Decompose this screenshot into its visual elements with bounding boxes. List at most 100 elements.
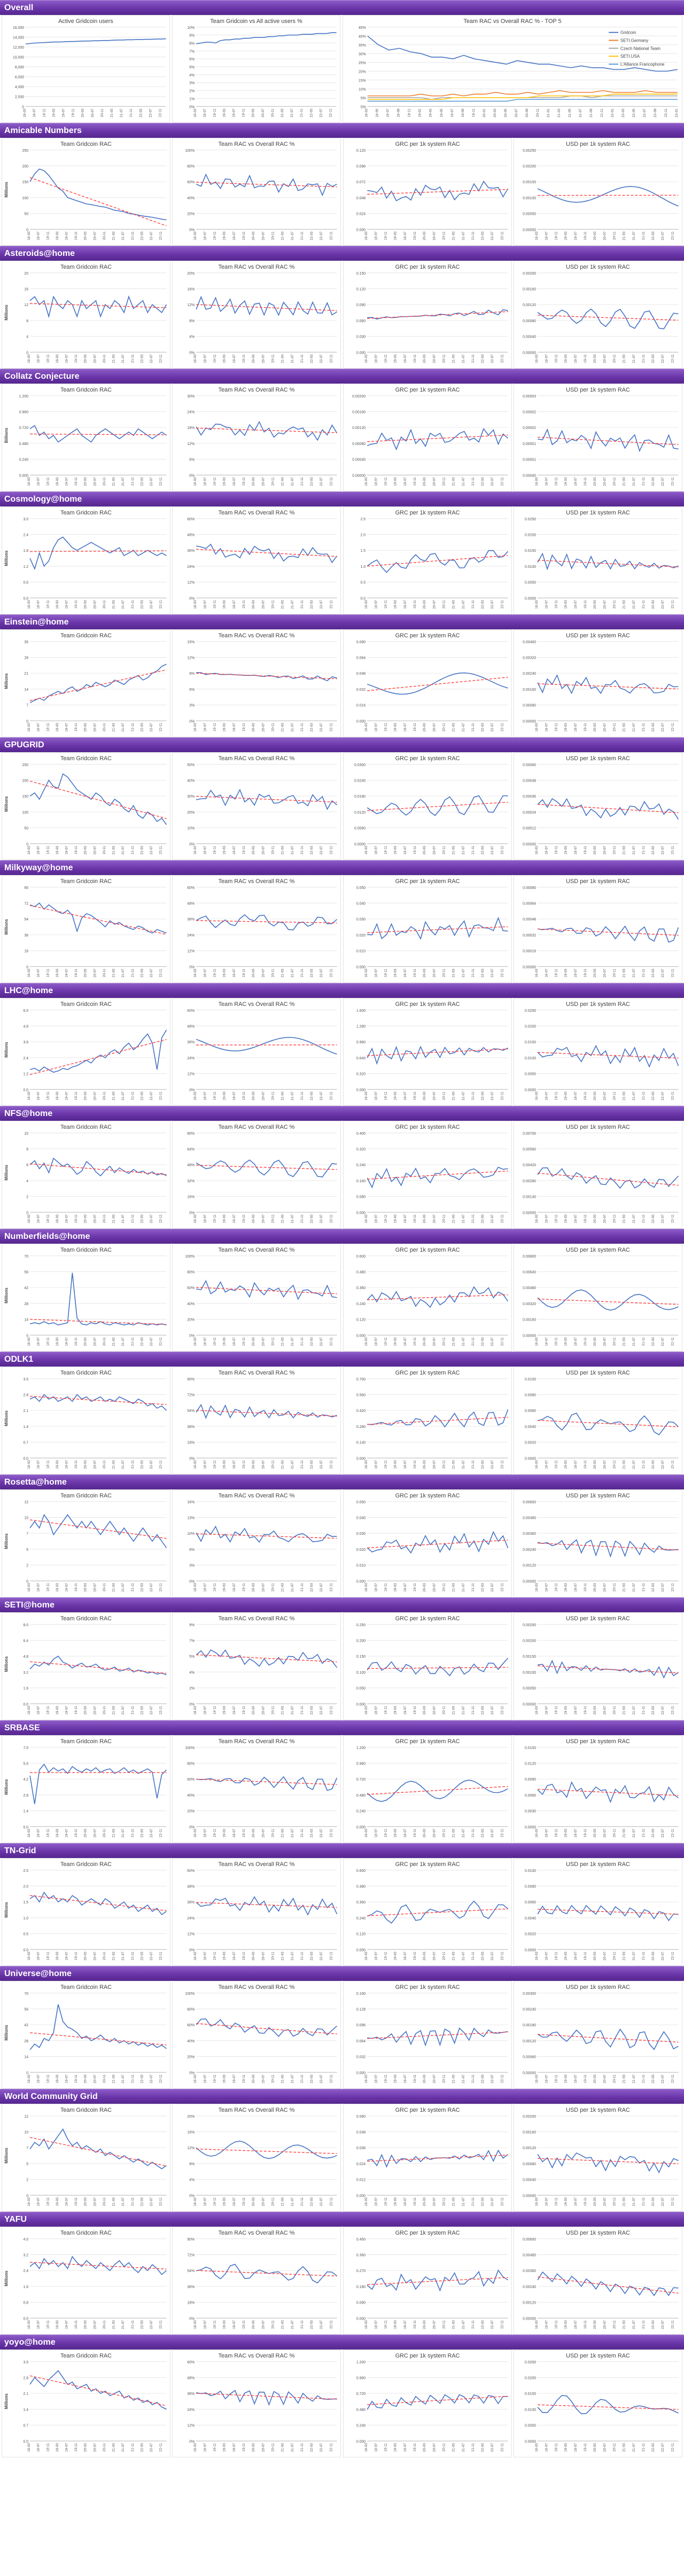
x-tick-label: 19-11	[413, 2074, 417, 2083]
y-tick-label: 56	[24, 2008, 28, 2011]
x-tick-label: 18-11	[213, 1829, 217, 1837]
y-tick-label: 12%	[188, 1933, 195, 1937]
x-tick-label: 18-03	[193, 1951, 197, 1961]
y-tick-label: 3.2	[23, 2253, 28, 2257]
x-tick-label: 19-07	[232, 477, 236, 486]
x-tick-label: 18-07	[545, 969, 548, 978]
x-tick-label: 21-03	[452, 1460, 455, 1469]
x-tick-label: 20-09	[525, 108, 529, 118]
x-tick-label: 21-03	[281, 1583, 285, 1592]
x-tick-label: 22-07	[320, 846, 324, 855]
x-tick-label: 18-07	[545, 1214, 548, 1223]
y-tick-label: 48%	[188, 2376, 195, 2380]
x-tick-label: 19-07	[232, 846, 236, 855]
x-tick-label: 21-07	[291, 231, 294, 240]
x-tick-label: 18-07	[545, 1829, 548, 1838]
y-tick-label: 1.2	[23, 1073, 28, 1076]
x-tick-label: 18-11	[384, 1583, 387, 1591]
x-tick-label: 20-11	[103, 1829, 106, 1837]
chart-row: Team Gridcoin RAC Millions 0 2 5 7 10 12 18-03 18…	[0, 2104, 684, 2212]
y-tick-label: 0.00400	[523, 641, 536, 644]
chart-title: USD per 1k system RAC	[566, 1984, 630, 1990]
x-tick-label: 20-03	[252, 2320, 255, 2329]
x-tick-label: 21-07	[291, 1091, 294, 1100]
x-tick-label: 20-07	[603, 1091, 607, 1100]
x-tick-label: 18-11	[384, 1951, 387, 1960]
y-tick-label: 48%	[188, 1164, 195, 1167]
x-tick-label: 18-03	[193, 600, 197, 609]
y-tick-label: 0.0030	[525, 1810, 536, 1814]
chart-rac-pct: Team RAC vs Overall RAC %0%12%24%36%48%6…	[172, 875, 341, 983]
chart-rac-pct: Team RAC vs Overall RAC %0%12%24%36%48%6…	[172, 998, 341, 1106]
y-tick-label: 0.00000	[523, 228, 536, 232]
section-project: Rosetta@home Team Gridcoin RAC Millions 0 2 5…	[0, 1474, 684, 1597]
x-tick-label: 19-03	[56, 2074, 59, 2083]
x-tick-label: 20-07	[93, 1091, 97, 1100]
chart-rac-pct: Team RAC vs Overall RAC %0%20%40%60%80%1…	[172, 1735, 341, 1843]
y-tick-label: 0.050	[356, 1687, 365, 1691]
x-tick-label: 19-07	[65, 723, 69, 732]
x-tick-label: 21-11	[131, 846, 135, 854]
series-line	[367, 2027, 508, 2047]
y-tick-label: 2	[26, 1564, 28, 1568]
series-line	[196, 2263, 338, 2284]
trend-line	[196, 427, 337, 433]
x-tick-label: 22-03	[481, 1337, 485, 1346]
y-tick-label: 0.00240	[523, 2285, 536, 2289]
x-tick-label: 22-11	[330, 1829, 333, 1837]
x-tick-label: 19-07	[574, 1829, 578, 1838]
trend-line	[196, 2393, 337, 2400]
y-tick-label: 0.0040	[525, 1425, 536, 1429]
x-tick-label: 19-03	[56, 969, 59, 978]
x-tick-label: 20-03	[84, 1214, 88, 1223]
y-tick-label: 20%	[188, 272, 195, 276]
x-tick-label: 22-03	[140, 1829, 144, 1838]
x-tick-label: 22-07	[661, 2443, 665, 2452]
y-tick-label: 0.140	[356, 1441, 365, 1445]
x-tick-label: 22-03	[481, 231, 485, 240]
x-tick-label: 22-11	[330, 723, 333, 731]
x-tick-label: 22-03	[481, 969, 485, 978]
x-tick-label: 19-11	[74, 723, 78, 731]
x-tick-label: 19-11	[413, 1583, 417, 1591]
x-tick-label: 22-07	[320, 600, 324, 609]
x-tick-label: 22-05	[632, 108, 636, 118]
x-tick-label: 20-11	[271, 231, 275, 240]
y-tick-label: 0.090	[356, 303, 365, 307]
x-tick-label: 20-11	[103, 1091, 106, 1100]
x-tick-label: 20-03	[593, 1214, 597, 1223]
x-tick-label: 21-07	[121, 723, 125, 732]
y-tick-label: 0.048	[356, 197, 365, 200]
x-tick-label: 21-07	[632, 1214, 636, 1223]
y-tick-label: 0.480	[356, 1270, 365, 1274]
x-tick-label: 18-07	[204, 1829, 207, 1838]
y-tick-label: 0.160	[356, 1992, 365, 1996]
x-tick-label: 18-07	[386, 108, 390, 118]
x-tick-label: 18-07	[37, 1337, 41, 1346]
x-tick-label: 19-07	[403, 2320, 407, 2329]
y-tick-label: 0.00040	[352, 458, 366, 462]
x-tick-label: 20-03	[593, 1583, 597, 1592]
x-tick-label: 21-03	[281, 1951, 285, 1961]
x-tick-label: 18-11	[213, 1706, 217, 1714]
x-tick-label: 18-11	[46, 1460, 50, 1469]
x-tick-label: 22-03	[140, 1951, 144, 1961]
x-tick-label: 18-03	[27, 723, 31, 732]
x-tick-label: 22-03	[140, 2197, 144, 2206]
y-tick-label: 0.720	[356, 1778, 365, 1782]
chart-title: Team Gridcoin RAC	[60, 1370, 112, 1376]
x-tick-label: 18-03	[193, 723, 197, 732]
x-tick-label: 22-07	[150, 600, 153, 609]
chart-rac-pct: Team RAC vs Overall RAC %0%20%40%60%80%1…	[172, 1981, 341, 2089]
x-tick-label: 19-03	[564, 2443, 568, 2452]
x-tick-label: 22-03	[140, 2320, 144, 2329]
x-tick-label: 22-11	[159, 846, 163, 854]
y-tick-label: 0.0080	[525, 1393, 536, 1397]
x-tick-label: 20-07	[603, 354, 607, 363]
x-tick-label: 20-07	[432, 2197, 436, 2206]
y-tick-label: 0.00001	[523, 442, 536, 446]
x-tick-label: 22-03	[310, 1951, 314, 1961]
x-tick-label: 19-07	[403, 231, 407, 240]
y-tick-label: 0.00000	[523, 2194, 536, 2198]
x-tick-label: 21-03	[452, 477, 455, 486]
